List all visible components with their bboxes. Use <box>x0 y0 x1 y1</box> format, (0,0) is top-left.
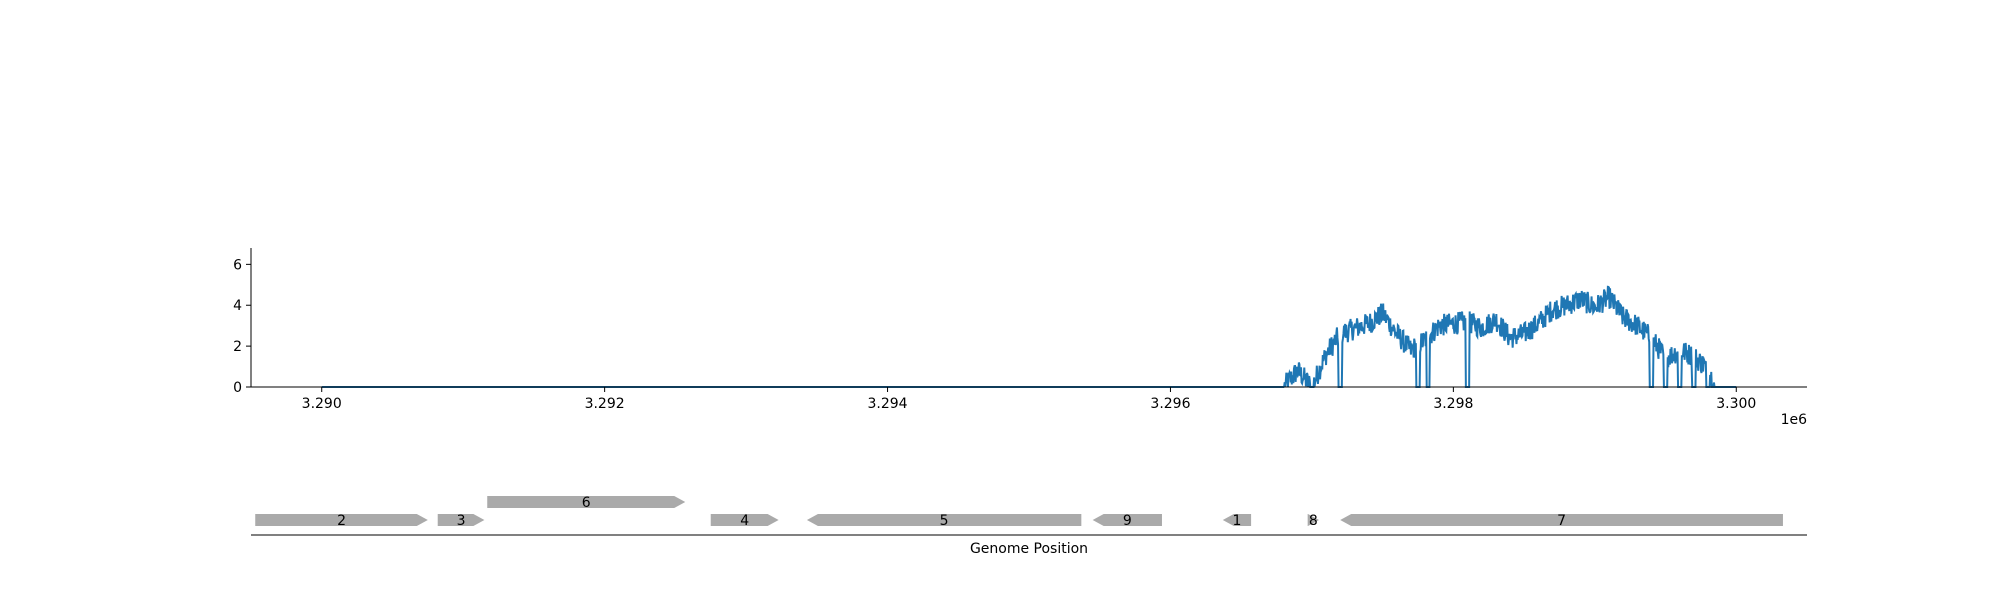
gene-label: 6 <box>582 495 591 511</box>
x-tick-label: 3.300 <box>1716 396 1756 412</box>
gene-arrow <box>437 514 485 526</box>
gene-label: 3 <box>457 513 466 529</box>
x-tick-label: 3.290 <box>302 396 342 412</box>
y-ticks: 0 2 4 6 <box>233 257 251 396</box>
gene-label: 9 <box>1123 513 1132 529</box>
x-tick-label: 3.294 <box>867 396 907 412</box>
x-ticks: 3.290 3.292 3.294 3.296 3.298 3.300 <box>302 387 1756 412</box>
gene-arrow <box>1340 514 1783 526</box>
gene-track: 2 3 6 4 5 9 1 8 7 <box>255 495 1783 529</box>
gene-arrow <box>1307 514 1319 526</box>
gene-label: 7 <box>1557 513 1566 529</box>
coverage-line <box>321 285 1737 388</box>
gene-arrow <box>1092 514 1162 526</box>
x-axis-label: Genome Position <box>970 541 1088 557</box>
gene-label: 8 <box>1309 513 1318 529</box>
gene-label: 5 <box>940 513 949 529</box>
gene-arrow <box>1222 514 1252 526</box>
x-tick-label: 3.296 <box>1150 396 1190 412</box>
gene-arrow <box>710 514 779 526</box>
x-offset-label: 1e6 <box>1781 412 1808 428</box>
gene-label: 1 <box>1232 513 1241 529</box>
gene-arrow <box>487 496 686 508</box>
gene-arrow <box>255 514 428 526</box>
x-tick-label: 3.292 <box>585 396 625 412</box>
y-tick-label: 6 <box>233 257 242 273</box>
gene-label: 2 <box>337 513 346 529</box>
y-tick-label: 0 <box>233 380 242 396</box>
y-tick-label: 2 <box>233 339 242 355</box>
y-tick-label: 4 <box>233 298 242 314</box>
x-tick-label: 3.298 <box>1433 396 1473 412</box>
gene-arrow <box>806 514 1082 526</box>
gene-label: 4 <box>740 513 749 529</box>
coverage-axes: 3.290 3.292 3.294 3.296 3.298 3.300 0 2 4 6 1e6 <box>233 248 1807 428</box>
